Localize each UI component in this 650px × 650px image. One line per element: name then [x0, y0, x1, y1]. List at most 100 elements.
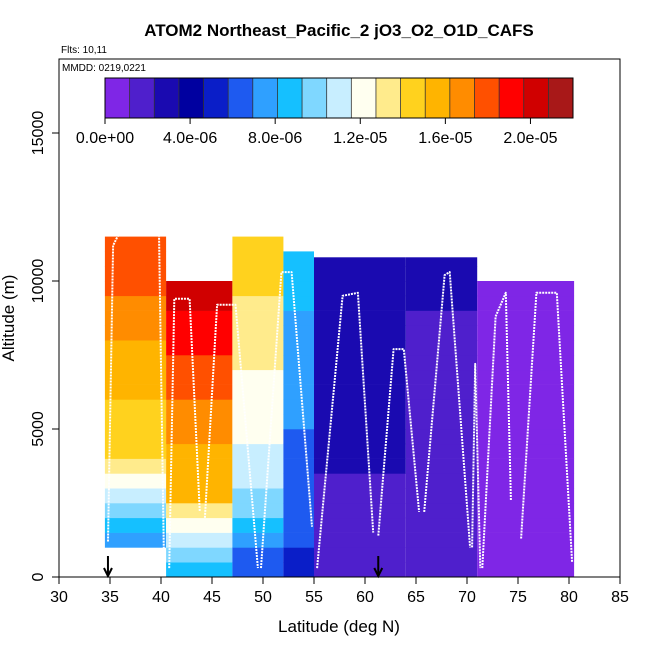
- heatmap-cell-71-80N: [477, 562, 575, 577]
- heatmap-cell-55-64N: [314, 414, 406, 430]
- marker-arrow-head: [103, 567, 113, 579]
- heatmap-cell-71-80N: [477, 399, 575, 415]
- heatmap-cell-47-52N: [232, 532, 284, 548]
- heatmap-cell-35-40N: [104, 369, 167, 385]
- heatmap-cell-41-47N: [166, 399, 233, 415]
- heatmap-cell-52-55N: [283, 488, 314, 504]
- heatmap-cell-35-40N: [104, 414, 167, 430]
- heatmap-cell-35-40N: [104, 443, 167, 459]
- colorbar-tick-label: 0.0e+00: [76, 130, 134, 147]
- heatmap-cell-64-71N: [405, 325, 478, 341]
- heatmap-cell-52-55N: [283, 458, 314, 474]
- colorbar-segment: [178, 78, 204, 118]
- x-tick-label: 75: [509, 589, 527, 606]
- y-axis: 0 5000 10000 15000: [30, 111, 60, 581]
- heatmap-cell-47-52N: [232, 517, 284, 533]
- heatmap-cell-47-52N: [232, 429, 284, 445]
- heatmap-cell-55-64N: [314, 257, 406, 267]
- x-tick-label: 30: [50, 589, 68, 606]
- heatmap-cell-47-52N: [232, 340, 284, 356]
- heatmap-cell-71-80N: [477, 547, 575, 563]
- heatmap-cell-55-64N: [314, 458, 406, 474]
- heatmap-cell-55-64N: [314, 369, 406, 385]
- heatmap-cell-64-71N: [405, 532, 478, 548]
- colorbar-segment: [203, 78, 229, 118]
- y-axis-label: Altitude (m): [0, 275, 18, 362]
- heatmap-cell-41-47N: [166, 517, 233, 533]
- heatmap-cell-64-71N: [405, 281, 478, 297]
- heatmap-cell-55-64N: [314, 517, 406, 533]
- heatmap-cell-35-40N: [104, 355, 167, 371]
- heatmap-cell-47-52N: [232, 414, 284, 430]
- heatmap-cell-52-55N: [283, 399, 314, 415]
- flight-profile-7: [423, 271, 472, 548]
- colorbar-segment: [474, 78, 500, 118]
- x-tick-label: 55: [305, 589, 323, 606]
- heatmap-cell-47-52N: [232, 281, 284, 297]
- heatmap-cell-64-71N: [405, 458, 478, 474]
- heatmap-cell-52-55N: [283, 310, 314, 326]
- heatmap-cell-64-71N: [405, 369, 478, 385]
- heatmap-cell-35-40N: [104, 429, 167, 445]
- colorbar-frame: [104, 77, 574, 119]
- colorbar-segment: [351, 78, 377, 118]
- heatmap-cell-71-80N: [477, 281, 575, 297]
- colorbar-tick-label: 2.0e-05: [503, 130, 557, 147]
- heatmap-cell-47-52N: [232, 488, 284, 504]
- heatmap-cell-47-52N: [232, 443, 284, 459]
- heatmap-cell-35-40N: [104, 340, 167, 356]
- heatmap-cell-52-55N: [283, 325, 314, 341]
- marker-arrow-head: [373, 567, 384, 579]
- colorbar-tick-label: 8.0e-06: [248, 130, 302, 147]
- date-note: MMDD: 0219,0221: [62, 63, 146, 74]
- y-tick-label: 0: [30, 572, 47, 581]
- flight-profile-1: [107, 223, 166, 569]
- heatmap-cell-41-47N: [166, 547, 233, 563]
- y-tick-label: 15000: [30, 111, 47, 156]
- heatmap-cell-64-71N: [405, 257, 478, 267]
- heatmap-cell-52-55N: [283, 295, 314, 311]
- heatmap-cell-47-52N: [232, 547, 284, 563]
- heatmap-cell-35-40N: [104, 473, 167, 489]
- heatmap-cell-64-71N: [405, 562, 478, 577]
- heatmap-cell-41-47N: [166, 281, 233, 297]
- flight-profile-8: [471, 362, 482, 569]
- flight-profiles: [107, 223, 574, 569]
- heatmap-cell-64-71N: [405, 399, 478, 415]
- heatmap-cell-64-71N: [405, 488, 478, 504]
- heatmap-cell-52-55N: [283, 547, 314, 563]
- heatmap-cell-47-52N: [232, 325, 284, 341]
- heatmap-cell-71-80N: [477, 532, 575, 548]
- heatmap-cell-64-71N: [405, 295, 478, 311]
- heatmap-cell-41-47N: [166, 369, 233, 385]
- heatmap-cell-55-64N: [314, 384, 406, 400]
- x-tick-label: 60: [356, 589, 374, 606]
- ascent-markers: [103, 556, 384, 579]
- heatmap-cell-35-40N: [104, 281, 167, 297]
- heatmap-cell-64-71N: [405, 340, 478, 356]
- flight-profile-5: [316, 291, 375, 569]
- heatmap-cell-55-64N: [314, 443, 406, 459]
- heatmap-cell-47-52N: [232, 384, 284, 400]
- heatmap-cell-35-40N: [104, 236, 167, 252]
- heatmap-cell-41-47N: [166, 443, 233, 459]
- plot-area: [58, 58, 621, 578]
- heatmap-cell-52-55N: [283, 414, 314, 430]
- heatmap-cell-52-55N: [283, 562, 314, 577]
- heatmap-cell-41-47N: [166, 355, 233, 371]
- x-tick-label: 70: [458, 589, 476, 606]
- heatmap-cell-35-40N: [104, 325, 167, 341]
- colorbar-segment: [400, 78, 426, 118]
- colorbar-tick-label: 1.6e-05: [418, 130, 472, 147]
- heatmap-cell-64-71N: [405, 355, 478, 371]
- heatmap-cell-52-55N: [283, 473, 314, 489]
- flight-profile-9: [481, 291, 512, 569]
- heatmap-cell-47-52N: [232, 295, 284, 311]
- heatmap-cell-35-40N: [104, 384, 167, 400]
- heatmap-cell-55-64N: [314, 532, 406, 548]
- heatmap-cell-52-55N: [283, 340, 314, 356]
- x-tick-label: 85: [611, 589, 629, 606]
- colorbar-tick-label: 1.2e-05: [333, 130, 387, 147]
- heatmap-cell-47-52N: [232, 236, 284, 252]
- heatmap-cell-71-80N: [477, 369, 575, 385]
